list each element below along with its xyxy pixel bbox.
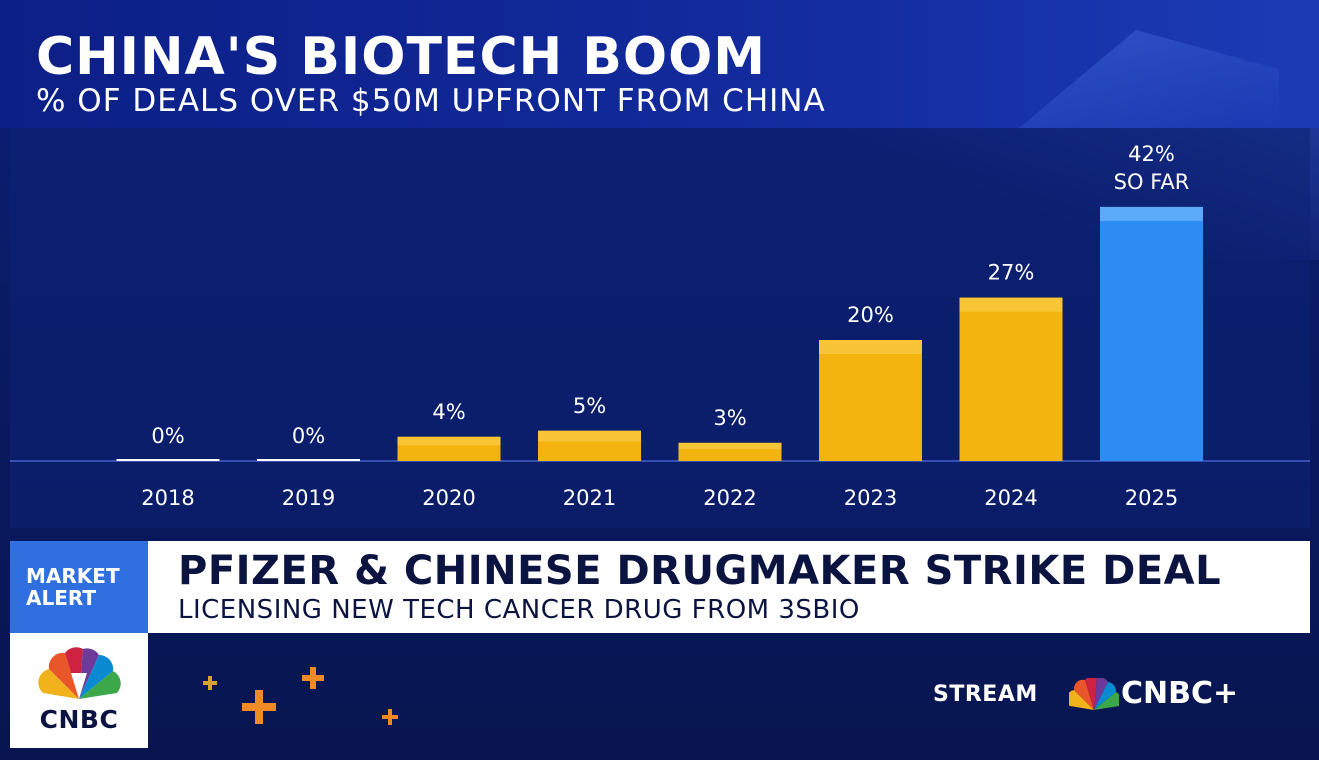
tick-label-2019: 2019 — [282, 486, 335, 510]
banner-headline: PFIZER & CHINESE DRUGMAKER STRIKE DEAL — [178, 548, 1222, 594]
tick-label-2021: 2021 — [563, 486, 616, 510]
value-label-2025: 42% — [1128, 142, 1175, 166]
bar-chart: 0% 2018 0% 2019 4% 2020 5% 2021 3% 2022 20% 2023 27%… — [10, 128, 1310, 528]
bar-cap-2020 — [397, 436, 501, 446]
value-label-2024: 27% — [988, 261, 1035, 285]
plus-sparkle-icon — [203, 675, 217, 694]
peacock-icon — [38, 647, 121, 699]
header-band: CHINA'S BIOTECH BOOM % OF DEALS OVER $50… — [0, 0, 1319, 128]
cnbc-logo: CNBC — [10, 633, 148, 748]
bar-2024 — [959, 297, 1063, 461]
market-alert-label: MARKET ALERT — [26, 564, 120, 610]
cnbc-plus-brand: CNBC+ — [1121, 676, 1239, 711]
value-label-2018: 0% — [151, 424, 184, 448]
tick-label-2020: 2020 — [422, 486, 475, 510]
plus-sparkle-icon — [240, 688, 278, 730]
bar-cap-2025 — [1100, 206, 1203, 221]
market-alert-banner: MARKET ALERT PFIZER & CHINESE DRUGMAKER … — [10, 541, 1310, 633]
tick-label-2022: 2022 — [703, 486, 756, 510]
bar-2025 — [1100, 206, 1203, 461]
bar-2023 — [819, 340, 922, 461]
tick-label-2018: 2018 — [141, 486, 194, 510]
bar-cap-2024 — [959, 297, 1063, 312]
chart-subtitle: % OF DEALS OVER $50M UPFRONT FROM CHINA — [36, 83, 826, 119]
value-label-2020: 4% — [432, 400, 465, 424]
plus-sparkle-icon — [301, 666, 325, 694]
annotation-so-far: SO FAR — [1114, 170, 1190, 194]
peacock-icon — [1069, 678, 1119, 710]
tick-label-2023: 2023 — [844, 486, 897, 510]
market-alert-badge: MARKET ALERT — [10, 541, 148, 633]
cnbc-wordmark: CNBC — [39, 705, 119, 734]
bar-cap-2021 — [538, 430, 641, 442]
tick-label-2025: 2025 — [1125, 486, 1178, 510]
bar-cap-2022 — [678, 442, 782, 450]
plus-sparkle-icon — [382, 709, 398, 729]
chart-title: CHINA'S BIOTECH BOOM — [36, 27, 767, 87]
banner-subline: LICENSING NEW TECH CANCER DRUG FROM 3SBI… — [178, 595, 860, 625]
value-label-2022: 3% — [713, 406, 746, 430]
stream-label: STREAM — [933, 682, 1038, 707]
value-label-2021: 5% — [573, 394, 606, 418]
value-label-2023: 20% — [847, 303, 894, 327]
tick-label-2024: 2024 — [984, 486, 1037, 510]
value-label-2019: 0% — [292, 424, 325, 448]
bars-group: 0% 2018 0% 2019 4% 2020 5% 2021 3% 2022 20% 2023 27%… — [116, 142, 1203, 510]
bar-cap-2023 — [819, 340, 922, 354]
